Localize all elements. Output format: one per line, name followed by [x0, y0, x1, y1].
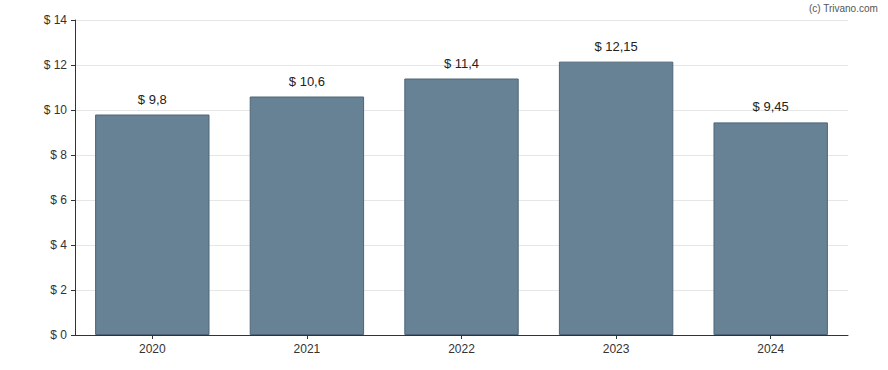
svg-text:2020: 2020	[139, 342, 166, 356]
svg-text:$ 9,8: $ 9,8	[138, 92, 167, 107]
svg-text:$ 8: $ 8	[50, 148, 67, 162]
svg-text:$ 4: $ 4	[50, 238, 67, 252]
svg-text:2023: 2023	[603, 342, 630, 356]
svg-text:$ 0: $ 0	[50, 328, 67, 342]
svg-text:2024: 2024	[757, 342, 784, 356]
svg-text:$ 10,6: $ 10,6	[289, 74, 325, 89]
svg-text:$ 12,15: $ 12,15	[594, 39, 637, 54]
svg-text:$ 10: $ 10	[44, 103, 68, 117]
svg-text:2022: 2022	[448, 342, 475, 356]
svg-text:$ 9,45: $ 9,45	[753, 99, 789, 114]
svg-text:$ 12: $ 12	[44, 58, 68, 72]
svg-text:2021: 2021	[294, 342, 321, 356]
svg-text:$ 14: $ 14	[44, 13, 68, 27]
svg-text:$ 11,4: $ 11,4	[444, 56, 479, 71]
svg-text:$ 6: $ 6	[50, 193, 67, 207]
svg-text:$ 2: $ 2	[50, 283, 67, 297]
svg-text:(c) Trivano.com: (c) Trivano.com	[809, 3, 878, 14]
